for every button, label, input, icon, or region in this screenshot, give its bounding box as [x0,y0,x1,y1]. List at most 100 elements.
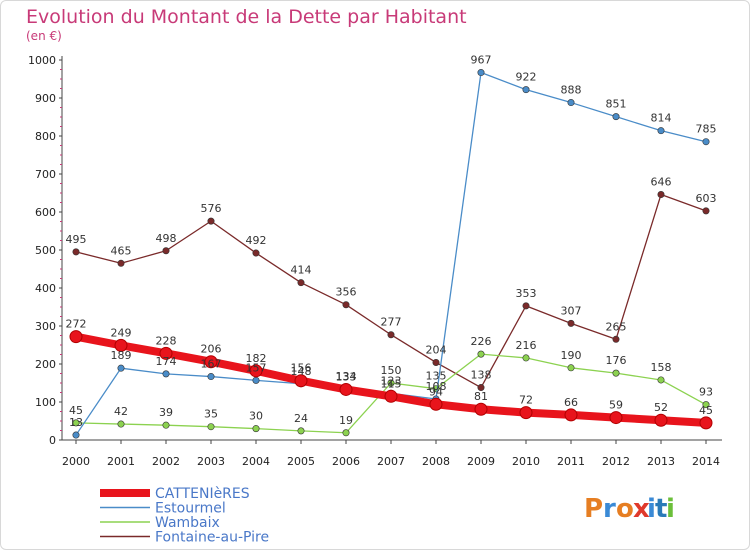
x-tick-label: 2011 [557,455,585,468]
data-point [429,397,443,411]
legend-label: Estourmel [155,501,226,517]
data-point [474,402,488,416]
data-label: 52 [654,401,668,414]
data-point [387,379,395,387]
data-label: 19 [339,414,353,427]
data-label: 814 [651,112,672,125]
data-label: 42 [114,405,128,418]
data-label: 888 [561,84,582,97]
data-label: 108 [426,380,447,393]
data-label: 176 [606,354,627,367]
logo-letter: o [616,494,634,524]
data-label: 492 [246,234,267,247]
y-tick-label: 800 [35,130,56,143]
data-point [654,413,668,427]
data-point [657,191,665,199]
data-label: 603 [696,192,717,205]
data-label: 646 [651,176,672,189]
data-label: 495 [66,233,87,246]
data-point [519,406,533,420]
data-point [567,364,575,372]
data-point [612,335,620,343]
data-label: 249 [111,326,132,339]
data-label: 148 [291,365,312,378]
x-tick-label: 2002 [152,455,180,468]
data-point [159,346,173,360]
y-tick-label: 900 [35,92,56,105]
x-tick-label: 2014 [692,455,720,468]
y-tick-label: 300 [35,320,56,333]
data-label: 228 [156,334,177,347]
x-tick-label: 2008 [422,455,450,468]
data-label: 265 [606,320,627,333]
data-point [432,358,440,366]
data-point [342,429,350,437]
data-label: 66 [564,396,578,409]
data-point [522,302,530,310]
data-label: 59 [609,399,623,412]
data-point [387,331,395,339]
data-label: 922 [516,71,537,84]
data-label: 81 [474,390,488,403]
data-point [297,427,305,435]
data-point [294,374,308,388]
data-point [342,301,350,309]
x-tick-label: 2000 [62,455,90,468]
data-label: 138 [471,369,492,382]
data-label: 182 [246,352,267,365]
data-point [252,376,260,384]
data-label: 190 [561,349,582,362]
series-layer [69,69,713,439]
data-label: 356 [336,286,357,299]
data-point [384,389,398,403]
data-point [162,370,170,378]
data-label: 851 [606,98,627,111]
data-point [69,330,83,344]
data-label: 307 [561,304,582,317]
data-label: 277 [381,316,402,329]
logo-letter: i [666,494,675,524]
data-point [117,364,125,372]
legend: CATTENIèRESEstourmelWambaixFontaine-au-P… [100,486,269,546]
data-label: 156 [291,362,312,375]
data-label: 39 [159,406,173,419]
data-point [204,355,218,369]
x-tick-label: 2009 [467,455,495,468]
data-point [477,384,485,392]
data-label: 35 [204,408,218,421]
data-point [114,338,128,352]
y-tick-label: 200 [35,358,56,371]
logo-letter: r [603,494,616,524]
chart-subtitle: (en €) [26,29,62,43]
logo-letter: t [655,494,667,524]
data-point [612,113,620,121]
y-tick-label: 400 [35,282,56,295]
data-point [297,279,305,287]
data-label: 174 [156,355,177,368]
data-point [657,127,665,135]
data-point [702,401,710,409]
data-label: 150 [381,364,402,377]
data-label: 72 [519,394,533,407]
x-tick-label: 2010 [512,455,540,468]
y-tick-label: 100 [35,396,56,409]
x-tick-label: 2004 [242,455,270,468]
data-label: 576 [201,202,222,215]
data-point [477,69,485,77]
data-label: 134 [336,370,357,383]
data-label: 158 [651,361,672,374]
data-label: 167 [201,358,222,371]
y-tick-label: 0 [49,434,56,447]
data-label: 13 [69,416,83,429]
series-wambaix [72,350,710,437]
data-label: 967 [471,54,492,67]
data-label: 45 [699,404,713,417]
data-point [252,425,260,433]
data-label: 93 [699,386,713,399]
logo-letter: x [633,494,650,524]
data-point [477,350,485,358]
legend-label: CATTENIèRES [155,486,250,502]
y-tick-label: 500 [35,244,56,257]
data-labels: 495 465 498 576 492 414 356 277 204 138 353 307 265 6… [66,54,717,430]
